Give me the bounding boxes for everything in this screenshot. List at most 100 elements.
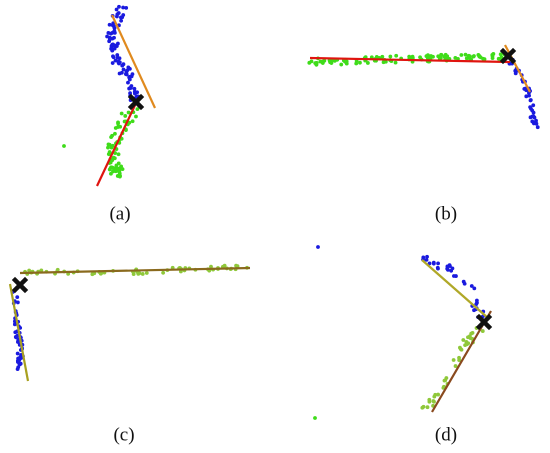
point: [90, 272, 95, 277]
point: [427, 397, 432, 402]
corner-markers: [11, 47, 517, 331]
point: [121, 5, 125, 10]
point: [513, 71, 518, 76]
point: [452, 274, 456, 278]
point: [490, 53, 495, 57]
point: [126, 65, 131, 70]
point: [531, 103, 536, 108]
point: [106, 145, 110, 150]
panel-label: (d): [435, 424, 457, 445]
point: [428, 54, 433, 59]
point: [109, 171, 113, 176]
point: [316, 245, 320, 249]
fit-line: [111, 14, 156, 109]
point: [381, 60, 386, 65]
point: [140, 272, 145, 276]
point: [468, 56, 472, 61]
point: [534, 118, 538, 123]
point: [19, 356, 24, 360]
point: [117, 174, 122, 179]
point: [528, 98, 533, 102]
point: [105, 34, 110, 39]
point: [424, 54, 429, 59]
point: [127, 75, 132, 80]
point: [451, 358, 456, 362]
point: [527, 93, 531, 98]
point: [394, 53, 399, 58]
point: [459, 53, 464, 57]
point: [441, 384, 446, 389]
point: [114, 44, 119, 49]
point: [107, 167, 112, 172]
point: [117, 171, 122, 176]
fit-line: [8, 283, 30, 382]
point: [17, 361, 22, 366]
point: [478, 55, 483, 60]
point: [453, 364, 458, 368]
point: [431, 261, 436, 266]
point: [130, 72, 135, 77]
point: [531, 121, 536, 126]
point: [107, 22, 112, 27]
point: [119, 111, 124, 116]
point: [462, 281, 467, 286]
point: [528, 105, 533, 110]
point: [114, 163, 119, 168]
point: [112, 156, 117, 161]
point: [469, 284, 474, 288]
point: [15, 300, 20, 305]
point: [110, 42, 115, 47]
point: [123, 114, 128, 118]
point: [490, 56, 495, 61]
point: [457, 358, 462, 363]
point: [15, 358, 20, 363]
panel-label: (b): [435, 203, 457, 224]
point: [458, 345, 462, 350]
point: [365, 61, 370, 65]
point: [15, 351, 20, 356]
point: [109, 46, 114, 51]
fit-line: [19, 266, 251, 275]
point: [469, 331, 474, 336]
point: [144, 271, 149, 275]
point: [435, 265, 440, 270]
point: [12, 322, 17, 327]
point: [468, 336, 473, 341]
point: [424, 258, 429, 262]
point: [354, 61, 359, 66]
point: [448, 264, 452, 269]
point: [425, 254, 429, 259]
point: [135, 107, 140, 111]
fit-line: [421, 259, 489, 319]
point: [339, 62, 344, 67]
point: [436, 261, 440, 266]
point: [471, 54, 476, 59]
point: [128, 86, 133, 90]
point: [124, 72, 129, 77]
point: [443, 52, 448, 57]
fit-line: [309, 56, 511, 64]
point: [463, 52, 468, 57]
point: [418, 55, 422, 60]
point: [114, 167, 119, 172]
point: [436, 392, 441, 397]
point: [126, 80, 130, 85]
fit-line: [96, 102, 137, 187]
point: [161, 270, 166, 275]
point: [472, 286, 477, 291]
point: [113, 131, 117, 136]
panel-label: (a): [109, 203, 130, 224]
point: [530, 108, 535, 113]
point: [111, 54, 115, 59]
point: [124, 5, 129, 10]
corner-marker: [127, 93, 145, 111]
point: [464, 56, 469, 61]
point: [121, 67, 126, 72]
point: [116, 124, 121, 129]
panel-label: (c): [113, 424, 134, 445]
point: [474, 298, 479, 303]
point: [114, 7, 119, 12]
point: [425, 405, 430, 410]
